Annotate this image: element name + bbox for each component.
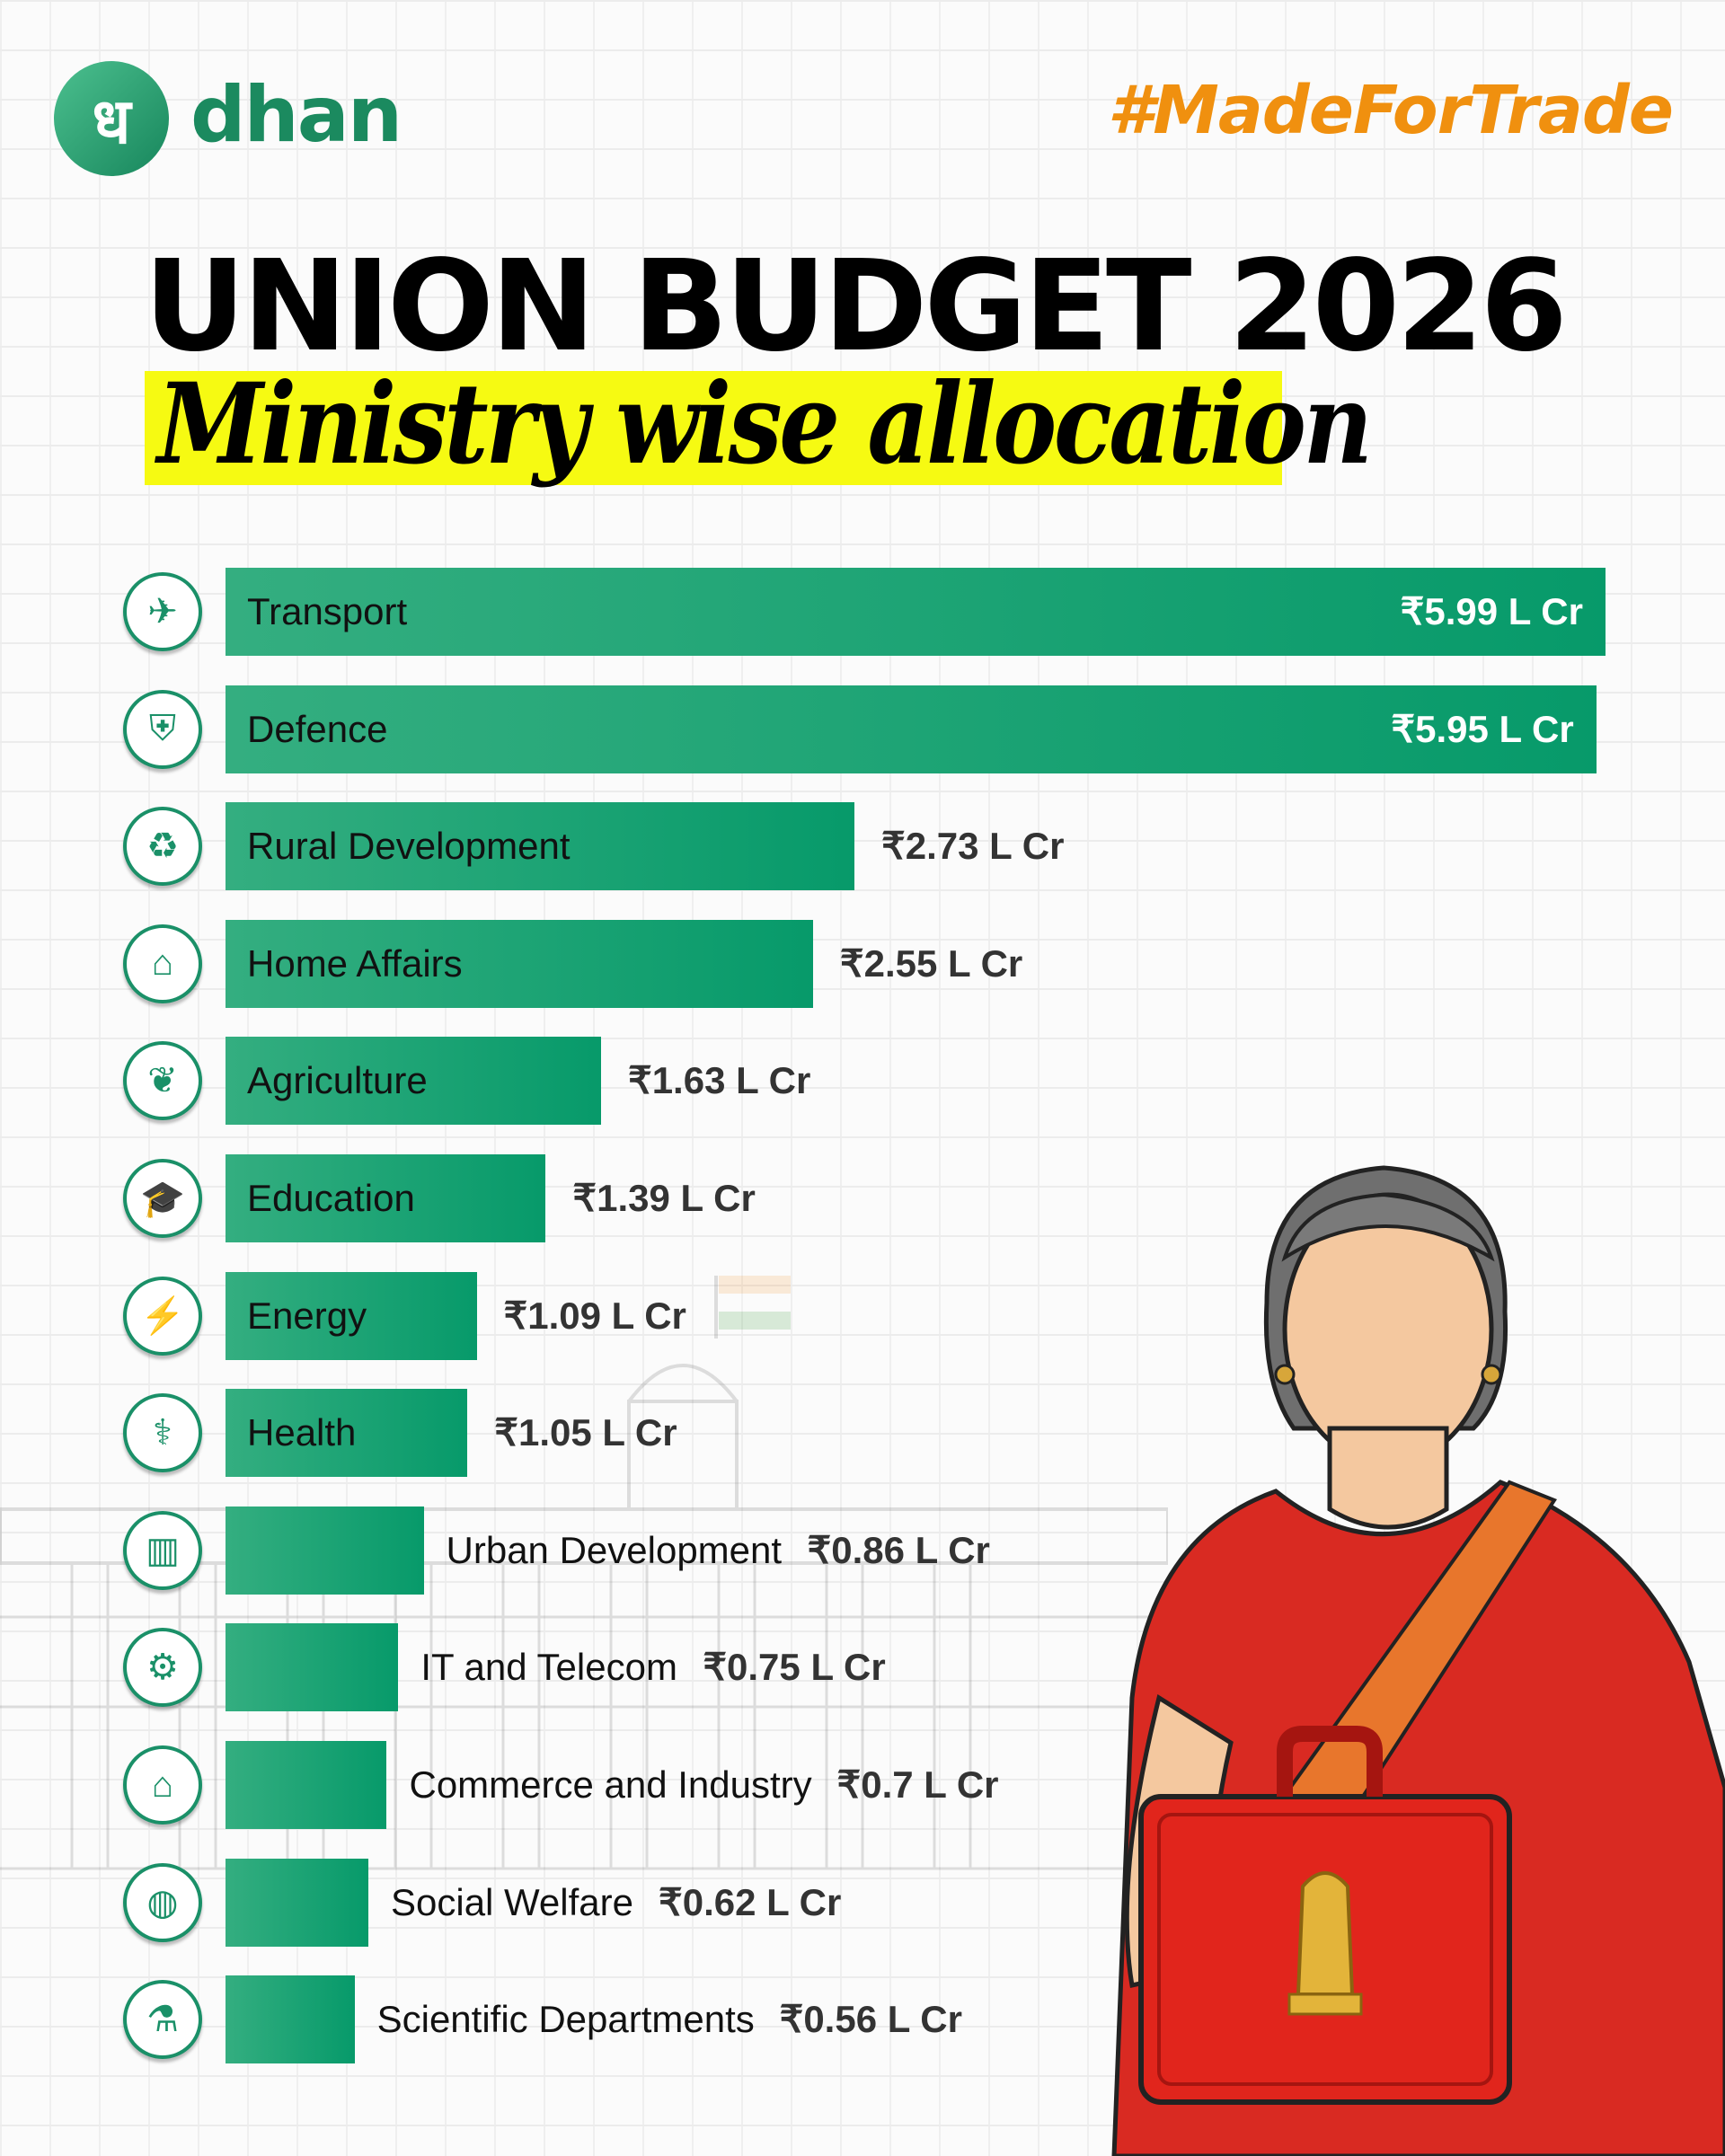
value-label: ₹0.86 L Cr [807,1528,990,1571]
bar [226,685,1597,773]
value-label: ₹1.09 L Cr [503,1294,686,1337]
bar-label: Home Affairs [247,941,463,985]
bar-row: ▥ Urban Development ₹0.86 L Cr [0,1506,1725,1595]
value-label: ₹0.62 L Cr [658,1880,842,1923]
bar [226,1154,546,1242]
bar-label: Energy [247,1294,367,1337]
dhan-logo: ध [54,61,169,176]
bar [226,1037,601,1126]
bar-row: ♻ Rural Development ₹2.73 L Cr [0,802,1725,891]
bar-label: Scientific Departments [376,1998,755,2041]
people-globe-icon: ◍ [123,1862,202,1942]
bar [226,802,855,891]
hashtag: #MadeForTrade [1107,72,1674,149]
bar-row: ❦ Agriculture ₹1.63 L Cr [0,1037,1725,1126]
value-label: ₹1.39 L Cr [572,1177,756,1219]
lab-chart-icon: ⚗ [123,1980,202,2060]
bar [226,1271,477,1360]
bar [226,1389,468,1478]
factory-icon: ⌂ [123,1745,202,1825]
bar-label: Education [247,1177,415,1219]
bar-row: ⌂ Home Affairs ₹2.55 L Cr [0,919,1725,1008]
logo-glyph: ध [92,86,131,156]
crops-icon: ❦ [123,1041,202,1121]
page-subtitle: Ministry wise allocation [157,359,1373,490]
bar-row: ⚡ Energy ₹1.09 L Cr [0,1271,1725,1360]
bar [226,1858,368,1947]
value-label: ₹0.75 L Cr [703,1646,886,1689]
value-label: ₹1.05 L Cr [494,1411,677,1454]
bar-row: ◍ Social Welfare ₹0.62 L Cr [0,1858,1725,1947]
value-label: ₹2.73 L Cr [881,825,1065,868]
value-label: ₹1.63 L Cr [627,1059,811,1102]
page-title: UNION BUDGET 2026 [144,234,1568,380]
lightning-icon: ⚡ [123,1276,202,1356]
bar-row: ⛨ Defence ₹5.95 L Cr [0,685,1725,773]
bar-label: Health [247,1411,357,1454]
bar [226,1975,355,2064]
bar-row: 🎓 Education ₹1.39 L Cr [0,1154,1725,1242]
bar-label: Social Welfare [390,1880,633,1923]
bar-label: Rural Development [247,825,571,868]
value-label: ₹2.55 L Cr [839,941,1023,985]
bar-row: ⚗ Scientific Departments ₹0.56 L Cr [0,1975,1725,2064]
globe-hand-icon: ♻ [123,807,202,887]
monitor-gear-icon: ⚙ [123,1628,202,1708]
bar-label: Transport [247,590,408,632]
value-label: ₹0.56 L Cr [779,1998,962,2041]
bar-row: ✈ Transport ₹5.99 L Cr [0,568,1725,656]
home-icon: ⌂ [123,923,202,1003]
bar [226,568,1606,656]
value-label: ₹5.99 L Cr [1400,590,1583,632]
bar-row: ⚙ IT and Telecom ₹0.75 L Cr [0,1623,1725,1712]
transport-icon: ✈ [123,572,202,651]
bar [226,1506,424,1595]
shield-icon: ⛨ [123,689,202,769]
value-label: ₹5.95 L Cr [1391,707,1574,750]
stethoscope-icon: ⚕ [123,1393,202,1473]
subtitle-highlight [145,371,1282,485]
bar-label: IT and Telecom [420,1646,677,1689]
bar-label: Commerce and Industry [409,1763,812,1806]
bar-row: ⌂ Commerce and Industry ₹0.7 L Cr [0,1741,1725,1829]
city-chart-icon: ▥ [123,1510,202,1590]
bar [226,919,813,1008]
bar-label: Urban Development [446,1528,783,1571]
bar-row: ⚕ Health ₹1.05 L Cr [0,1389,1725,1478]
bar [226,1623,399,1712]
value-label: ₹0.7 L Cr [836,1763,999,1806]
bar [226,1741,387,1829]
bar-label: Defence [247,707,388,750]
bar-label: Agriculture [247,1059,428,1102]
brand-name: dhan [190,70,402,160]
finance-minister-illustration [1111,1165,1725,2156]
graduation-cap-icon: 🎓 [123,1159,202,1238]
